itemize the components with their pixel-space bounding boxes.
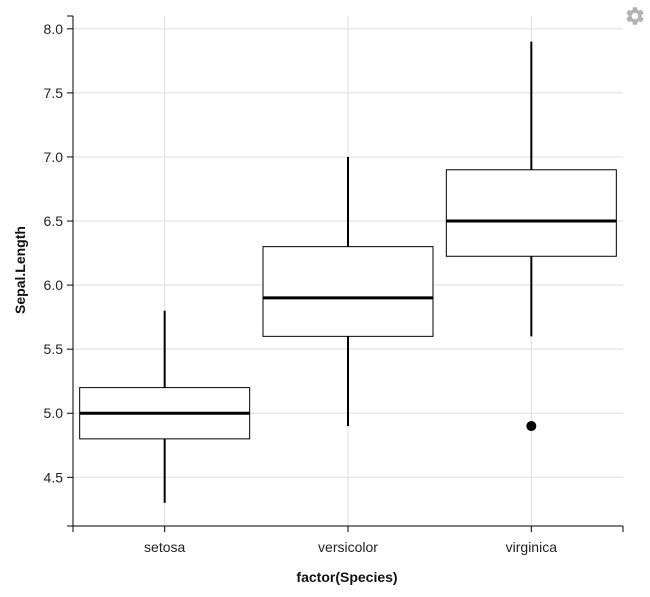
x-tick-label: setosa	[144, 539, 185, 555]
box-setosa	[79, 310, 251, 503]
y-tick-label: 5.0	[44, 405, 64, 421]
y-tick-label: 5.5	[44, 341, 64, 357]
settings-button[interactable]	[624, 5, 646, 27]
gear-icon[interactable]	[624, 5, 646, 27]
x-tick-label: virginica	[506, 539, 558, 555]
x-tick-label: versicolor	[318, 539, 378, 555]
tick-labels: 4.5 5.0 5.5 6.0 6.5 7.0 7.5 8.0 setosa versicolor…	[44, 21, 558, 555]
y-tick-label: 7.5	[44, 85, 64, 101]
box-versicolor	[262, 156, 434, 427]
axes	[67, 15, 624, 532]
outlier-point	[526, 421, 537, 432]
y-tick-label: 6.0	[44, 277, 64, 293]
box-virginica	[445, 41, 617, 432]
x-axis-title: factor(Species)	[296, 569, 397, 585]
y-tick-label: 8.0	[44, 21, 64, 37]
iqr-box	[262, 246, 434, 337]
iqr-box	[445, 169, 617, 257]
y-tick-label: 7.0	[44, 149, 64, 165]
y-axis-title: Sepal.Length	[12, 226, 28, 314]
boxes	[79, 41, 617, 503]
y-tick-label: 4.5	[44, 469, 64, 485]
y-tick-label: 6.5	[44, 213, 64, 229]
